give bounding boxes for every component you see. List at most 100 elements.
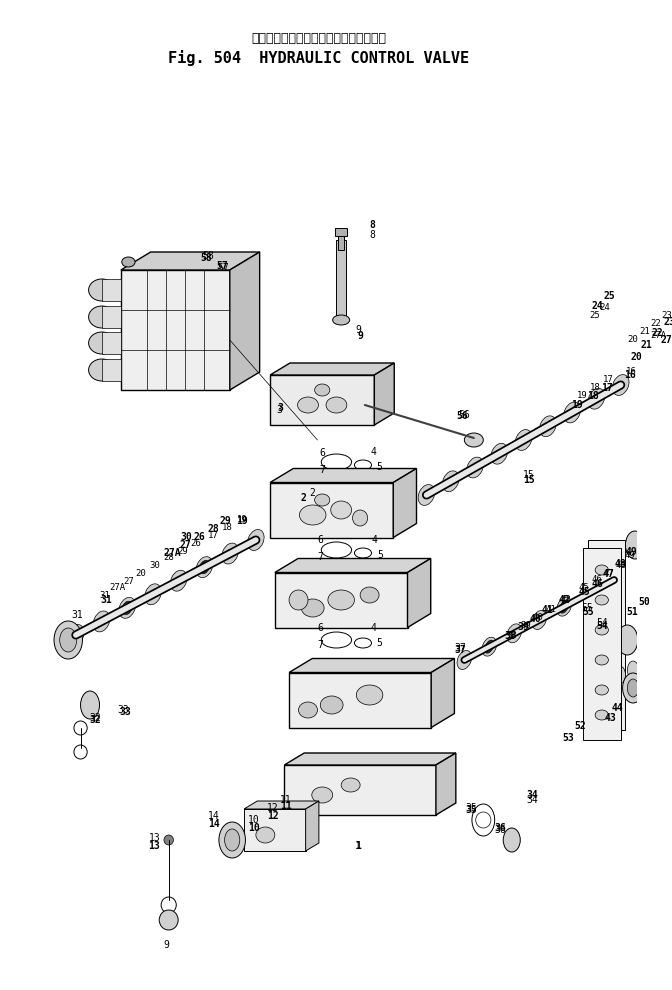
Ellipse shape [298, 702, 317, 718]
Text: 28: 28 [208, 524, 219, 534]
Ellipse shape [300, 505, 326, 525]
Ellipse shape [144, 584, 161, 605]
Text: 49: 49 [625, 547, 637, 557]
Ellipse shape [298, 397, 319, 413]
Polygon shape [102, 332, 121, 354]
Bar [337, 240, 346, 320]
Text: 11: 11 [280, 795, 292, 805]
Ellipse shape [626, 531, 644, 559]
Ellipse shape [222, 544, 239, 564]
Ellipse shape [331, 501, 351, 519]
Polygon shape [431, 658, 454, 728]
Text: 55: 55 [583, 607, 594, 617]
Circle shape [289, 590, 308, 610]
Ellipse shape [256, 827, 275, 843]
Ellipse shape [595, 625, 608, 635]
Ellipse shape [122, 257, 135, 267]
Text: 35: 35 [465, 803, 477, 813]
Text: 9: 9 [355, 325, 361, 335]
Text: 1: 1 [355, 841, 361, 851]
Text: 29: 29 [177, 546, 188, 555]
Text: 27A: 27A [661, 335, 672, 345]
Ellipse shape [89, 359, 115, 381]
Polygon shape [289, 658, 454, 672]
Text: 35: 35 [465, 805, 477, 815]
Text: 38: 38 [507, 631, 517, 640]
Polygon shape [284, 765, 436, 815]
Polygon shape [102, 306, 121, 328]
Polygon shape [374, 363, 394, 425]
Text: 22: 22 [650, 320, 661, 329]
Ellipse shape [360, 587, 379, 603]
Ellipse shape [595, 565, 608, 575]
Text: 58: 58 [201, 253, 212, 263]
Text: 25: 25 [590, 311, 601, 320]
Text: 24: 24 [591, 301, 603, 311]
Ellipse shape [326, 397, 347, 413]
Ellipse shape [491, 444, 507, 464]
Ellipse shape [171, 570, 187, 591]
Ellipse shape [196, 556, 212, 577]
Text: 56: 56 [458, 410, 470, 420]
Text: 36: 36 [495, 823, 506, 833]
Text: 27A: 27A [164, 548, 181, 558]
Ellipse shape [122, 601, 132, 615]
Polygon shape [270, 375, 374, 425]
Text: 4: 4 [370, 447, 376, 457]
Ellipse shape [119, 597, 136, 619]
Polygon shape [587, 540, 626, 730]
Text: 36: 36 [495, 825, 506, 835]
Text: 31: 31 [99, 591, 110, 601]
Text: 4: 4 [370, 623, 376, 633]
Polygon shape [407, 558, 431, 628]
Text: 47: 47 [603, 568, 614, 577]
Ellipse shape [224, 829, 240, 851]
Bar [338, 230, 345, 250]
Polygon shape [121, 252, 259, 270]
Text: 17: 17 [601, 383, 614, 393]
Ellipse shape [312, 787, 333, 803]
Ellipse shape [81, 691, 99, 719]
Text: 5: 5 [376, 462, 382, 472]
Ellipse shape [54, 621, 83, 659]
Text: 33: 33 [119, 707, 131, 717]
Ellipse shape [467, 457, 483, 478]
Text: 2: 2 [310, 488, 316, 498]
Text: Fig. 504  HYDRAULIC CONTROL VALVE: Fig. 504 HYDRAULIC CONTROL VALVE [168, 50, 469, 66]
Text: 7: 7 [317, 640, 323, 650]
Text: 5: 5 [376, 638, 382, 648]
Text: 48: 48 [615, 559, 626, 569]
Polygon shape [284, 753, 456, 765]
Text: 8: 8 [370, 230, 376, 240]
Text: 45: 45 [579, 583, 589, 592]
Ellipse shape [328, 590, 354, 610]
Ellipse shape [248, 530, 264, 550]
Ellipse shape [612, 374, 629, 395]
Ellipse shape [560, 600, 569, 613]
Ellipse shape [595, 710, 608, 720]
Ellipse shape [60, 628, 77, 652]
Text: 9: 9 [358, 331, 363, 341]
Text: 24: 24 [599, 303, 610, 312]
Text: 18: 18 [587, 391, 599, 401]
Text: 45: 45 [579, 587, 591, 597]
Text: 28: 28 [163, 553, 174, 562]
Ellipse shape [515, 430, 532, 450]
Polygon shape [393, 468, 417, 538]
Text: ハイドロリック　コントロール　バルブ: ハイドロリック コントロール バルブ [251, 32, 386, 45]
Ellipse shape [614, 666, 626, 684]
Text: 57: 57 [217, 261, 228, 271]
Circle shape [164, 835, 173, 845]
Text: 29: 29 [220, 516, 231, 526]
Text: 58: 58 [203, 251, 214, 261]
Text: 3: 3 [278, 403, 284, 413]
Ellipse shape [617, 625, 638, 655]
Text: 10: 10 [248, 815, 260, 825]
Text: 55: 55 [582, 603, 593, 613]
Text: 7: 7 [319, 465, 325, 475]
Text: 19: 19 [237, 516, 248, 525]
Text: 5: 5 [377, 550, 383, 560]
Text: 27: 27 [124, 576, 134, 585]
Text: 6: 6 [319, 448, 325, 458]
Text: 6: 6 [317, 623, 323, 633]
